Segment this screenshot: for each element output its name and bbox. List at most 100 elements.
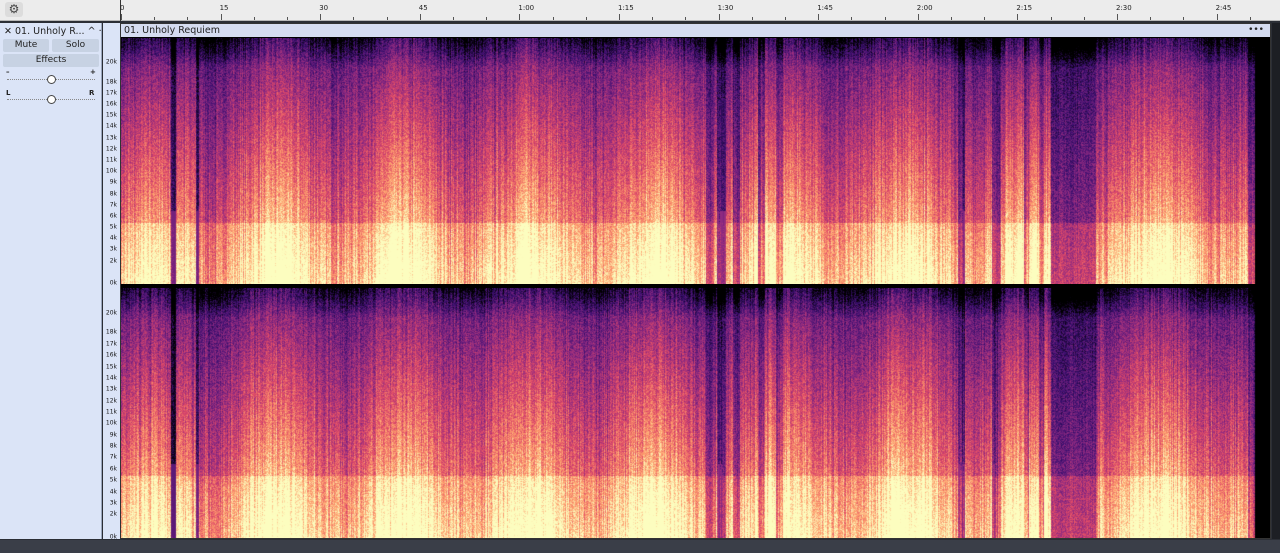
frequency-label: 5k: [109, 223, 117, 231]
ruler-major-tick: [818, 14, 820, 20]
frequency-label: 15k: [105, 363, 117, 371]
gain-slider-knob[interactable]: [47, 75, 56, 84]
frequency-label: 0k: [109, 533, 117, 541]
frequency-label: 2k: [109, 257, 117, 265]
clip-title-bar[interactable]: 01. Unholy Requiem •••: [121, 24, 1270, 37]
ruler-label: 1:45: [817, 4, 833, 12]
pan-slider[interactable]: [7, 95, 95, 104]
ruler-label: 2:30: [1116, 4, 1132, 12]
frequency-label: 0k: [109, 279, 117, 287]
frequency-label: 8k: [109, 442, 117, 450]
ruler-minor-tick: [287, 17, 288, 20]
spectrogram-channel-right[interactable]: [121, 288, 1257, 538]
frequency-label: 12k: [105, 397, 117, 405]
ruler-start-line: [120, 0, 121, 21]
ruler-label: 2:45: [1215, 4, 1232, 12]
ruler-minor-tick: [1150, 17, 1152, 20]
ruler-minor-tick: [751, 17, 753, 20]
ruler-minor-tick: [984, 17, 986, 20]
status-bar: [0, 540, 1280, 553]
ruler-major-tick: [917, 14, 919, 20]
frequency-label: 3k: [109, 499, 117, 507]
frequency-label: 6k: [109, 212, 117, 220]
ruler-major-tick: [419, 14, 421, 20]
ruler-minor-tick: [187, 17, 189, 20]
ruler-minor-tick: [154, 17, 156, 20]
frequency-label: 14k: [105, 374, 117, 382]
track-control-panel: ✕ 01. Unholy R... ^ ··· Mute Solo Effect…: [0, 23, 108, 539]
ruler-major-tick: [619, 14, 620, 20]
ruler-major-tick: [1216, 14, 1218, 20]
frequency-label: 6k: [109, 465, 117, 473]
collapse-icon[interactable]: ^: [87, 26, 96, 37]
ruler-minor-tick: [951, 17, 952, 20]
frequency-label: 14k: [105, 122, 117, 130]
pan-right-label: R: [89, 89, 95, 97]
ruler-minor-tick: [253, 17, 255, 20]
clip-title: 01. Unholy Requiem: [124, 25, 221, 36]
settings-gear-icon[interactable]: ⚙: [5, 2, 23, 17]
audio-clip[interactable]: 01. Unholy Requiem •••: [120, 23, 1271, 539]
ruler-label: 1:30: [717, 4, 734, 12]
ruler-label: 2:00: [916, 4, 933, 12]
effects-button[interactable]: Effects: [3, 54, 99, 67]
ruler-label: 1:15: [618, 4, 634, 12]
ruler-label: 45: [418, 4, 428, 12]
frequency-label: 11k: [105, 156, 117, 164]
frequency-label: 5k: [109, 476, 117, 484]
ruler-minor-tick: [585, 17, 587, 20]
ruler-minor-tick: [884, 17, 886, 20]
ruler-label: 15: [219, 4, 229, 12]
frequency-label: 16k: [105, 351, 117, 359]
frequency-label: 13k: [105, 385, 117, 393]
frequency-label: 12k: [105, 145, 117, 153]
frequency-label: 8k: [109, 190, 117, 198]
track-menu[interactable]: ✕ 01. Unholy R... ^ ···: [4, 26, 108, 37]
frequency-label: 4k: [109, 234, 117, 242]
frequency-label: 20k: [105, 58, 117, 66]
ruler-label: 1:00: [518, 4, 535, 12]
frequency-label: 2k: [109, 510, 117, 518]
frequency-label: 7k: [109, 453, 117, 461]
ruler-minor-tick: [1249, 17, 1251, 20]
frequency-label: 4k: [109, 488, 117, 496]
ruler-minor-tick: [1083, 17, 1085, 20]
mute-button[interactable]: Mute: [3, 39, 49, 52]
ruler-minor-tick: [851, 17, 853, 20]
frequency-label: 18k: [105, 328, 117, 336]
frequency-label: 7k: [109, 201, 117, 209]
track-area-background: [1272, 23, 1280, 539]
ruler-minor-tick: [552, 17, 554, 20]
close-track-icon[interactable]: ✕: [4, 26, 12, 37]
frequency-axis[interactable]: 20k 18k 17k 16k 15k 14k 13k 12k 11k 10k 9k 8k 7k 6k 5k…: [103, 23, 120, 541]
pan-left-label: L: [6, 89, 11, 97]
ruler-minor-tick: [386, 17, 388, 20]
frequency-label: 18k: [105, 78, 117, 86]
clip-menu-icon[interactable]: •••: [1248, 25, 1264, 35]
frequency-label: 17k: [105, 89, 117, 97]
ruler-major-tick: [1117, 14, 1118, 20]
spectrogram-channel-left[interactable]: [121, 38, 1257, 284]
timeline-ruler[interactable]: ⚙ 0 15 30 45 1:00 1:15 1:30 1:45 2:00 2:15 2:30 2:4…: [0, 0, 1280, 21]
frequency-label: 17k: [105, 340, 117, 348]
pan-slider-knob[interactable]: [47, 95, 56, 104]
ruler-major-tick: [718, 14, 720, 20]
ruler-minor-tick: [685, 17, 687, 20]
frequency-label: 9k: [109, 431, 117, 439]
ruler-major-tick: [220, 14, 222, 20]
ruler-minor-tick: [353, 17, 355, 20]
solo-button[interactable]: Solo: [52, 39, 99, 52]
ruler-minor-tick: [453, 17, 454, 20]
gain-minus-label: –: [6, 68, 10, 76]
frequency-label: 10k: [105, 419, 117, 427]
gain-plus-label: +: [90, 68, 96, 76]
frequency-label: 13k: [105, 134, 117, 142]
frequency-label: 10k: [105, 167, 117, 175]
ruler-minor-tick: [785, 17, 786, 20]
ruler-label: 30: [319, 4, 329, 12]
frequency-label: 16k: [105, 100, 117, 108]
ruler-minor-tick: [486, 17, 488, 20]
frequency-label: 9k: [109, 178, 117, 186]
ruler-major-tick: [519, 14, 521, 20]
gain-slider[interactable]: [7, 75, 95, 84]
